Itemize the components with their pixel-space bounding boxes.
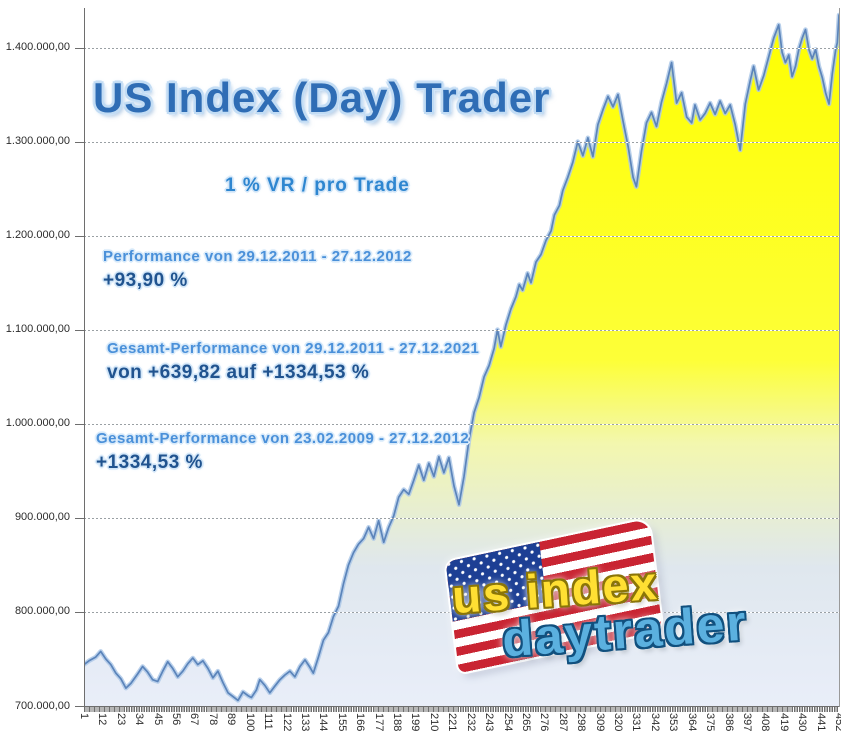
x-axis-label: 111: [262, 713, 275, 730]
x-axis-label: 265: [519, 713, 532, 732]
x-axis-line: [84, 706, 840, 707]
y-axis-label: 1.300.000,00: [5, 135, 70, 148]
x-axis-label: 67: [188, 713, 201, 726]
x-axis-label: 188: [391, 713, 404, 732]
x-axis-label: 100: [243, 713, 256, 732]
x-axis-label: 386: [722, 713, 735, 732]
annotation-heading: Gesamt-Performance von 29.12.2011 - 27.1…: [107, 340, 480, 357]
y-axis-tick: [75, 47, 84, 49]
x-axis-label: 34: [133, 713, 146, 726]
gridline: [84, 423, 839, 425]
y-axis-label: 800.000,00: [14, 605, 70, 618]
x-axis-label: 397: [740, 713, 753, 732]
x-axis-label: 342: [648, 713, 661, 732]
x-axis-label: 199: [409, 713, 422, 732]
x-axis-label: 177: [372, 713, 385, 732]
annotation-heading: Gesamt-Performance von 23.02.2009 - 27.1…: [96, 430, 470, 447]
x-axis-label: 320: [612, 713, 625, 732]
x-axis-label: 353: [667, 713, 680, 732]
x-axis-label: 12: [96, 713, 109, 726]
y-axis-label: 1.200.000,00: [5, 229, 70, 242]
y-axis-tick: [75, 611, 84, 613]
y-axis-label: 1.100.000,00: [5, 323, 70, 336]
x-axis-label: 210: [427, 713, 440, 732]
x-axis-label: 287: [556, 713, 569, 732]
chart-subtitle: 1 % VR / pro Trade: [225, 175, 410, 196]
us-index-daytrader-logo: us index daytrader: [436, 516, 766, 686]
performance-annotation-2012: Performance von 29.12.2011 - 27.12.2012 …: [103, 248, 412, 292]
annotation-value: +93,90 %: [103, 270, 188, 291]
gridline: [84, 235, 839, 237]
y-axis-tick: [75, 517, 84, 519]
y-axis-tick: [75, 329, 84, 331]
x-axis-label: 430: [796, 713, 809, 732]
y-axis-tick: [75, 141, 84, 143]
x-axis-label: 276: [538, 713, 551, 732]
gridline: [84, 47, 839, 49]
y-axis-tick: [75, 423, 84, 425]
y-axis-label: 900.000,00: [14, 511, 70, 524]
x-axis-label: 441: [814, 713, 827, 732]
x-axis-label: 23: [114, 713, 127, 726]
x-axis-label: 298: [575, 713, 588, 732]
x-axis-label: 419: [777, 713, 790, 732]
x-axis-label: 364: [685, 713, 698, 732]
y-axis-label: 1.000.000,00: [5, 417, 70, 430]
x-axis-label: 78: [206, 713, 219, 726]
x-axis-label: 133: [298, 713, 311, 732]
y-axis-tick: [75, 706, 84, 707]
x-axis-label: 452: [833, 713, 841, 732]
x-axis-label: 89: [225, 713, 238, 726]
y-axis-line: [84, 8, 85, 707]
gridline: [84, 329, 839, 331]
x-axis-label: 254: [501, 713, 514, 732]
total-performance-annotation-1: Gesamt-Performance von 29.12.2011 - 27.1…: [107, 340, 479, 384]
gridline: [84, 141, 839, 143]
x-axis-label: 56: [170, 713, 183, 726]
x-axis-label: 1: [78, 713, 90, 720]
y-axis-tick: [75, 235, 84, 237]
x-axis-label: 232: [464, 713, 477, 732]
total-performance-annotation-2: Gesamt-Performance von 23.02.2009 - 27.1…: [96, 430, 469, 474]
x-axis-label: 155: [335, 713, 348, 732]
x-axis-label: 166: [354, 713, 367, 732]
plot-right-border: [839, 8, 840, 707]
x-axis-label: 221: [446, 713, 459, 732]
y-axis-label: 1.400.000,00: [5, 41, 70, 53]
y-axis-label: 700.000,00: [14, 699, 70, 712]
chart-title: US Index (Day) Trader: [93, 74, 551, 121]
annotation-heading: Performance von 29.12.2011 - 27.12.2012: [103, 248, 412, 265]
annotation-value: +1334,53 %: [96, 452, 203, 473]
x-axis-label: 122: [280, 713, 293, 732]
annotation-value: von +639,82 auf +1334,53 %: [107, 362, 370, 383]
x-axis-label: 331: [630, 713, 643, 732]
x-axis-label: 45: [151, 713, 164, 726]
gridline: [84, 517, 839, 519]
x-axis-label: 144: [317, 713, 330, 732]
x-axis-label: 375: [704, 713, 717, 732]
x-axis-minor-ticks: [84, 707, 839, 712]
x-axis-label: 408: [759, 713, 772, 732]
x-axis-label: 243: [483, 713, 496, 732]
x-axis-label: 309: [593, 713, 606, 732]
